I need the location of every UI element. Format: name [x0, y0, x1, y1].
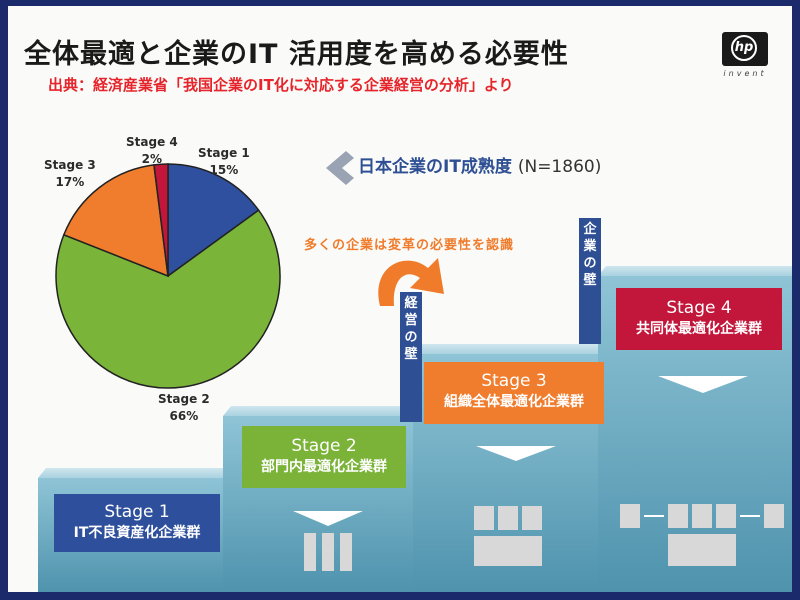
- hp-logo-tagline: invent: [723, 69, 767, 78]
- maturity-sample-size: (N=1860): [517, 157, 602, 177]
- recognition-text: 多くの企業は変革の必要性を認識: [304, 238, 515, 253]
- curved-arrow: [378, 258, 444, 306]
- step-4-arrow: [658, 376, 748, 393]
- pie-label-stage-2-value: 66%: [169, 409, 199, 423]
- stage-3-desc: 組織全体最適化企業群: [444, 394, 584, 410]
- page-title: 全体最適と企業のIT 活用度を高める必要性: [24, 39, 569, 70]
- pie-label-stage-3-value: 17%: [55, 175, 85, 189]
- step-2-top: [223, 406, 423, 416]
- pie-label-stage-2: Stage 2 66%: [158, 391, 210, 425]
- left-chevron-icon: [326, 151, 354, 185]
- step-3-arrow: [476, 446, 556, 461]
- pie-label-stage-1-name: Stage 1: [198, 146, 250, 160]
- stage-1-box: Stage 1 IT不良資産化企業群: [54, 494, 220, 552]
- maturity-title-text: 日本企業のIT成熟度: [358, 157, 512, 177]
- stage-4-box: Stage 4 共同体最適化企業群: [616, 288, 782, 350]
- step-1-top: [38, 468, 238, 478]
- hp-logo: hp: [722, 32, 768, 66]
- pie-slice-4: [153, 163, 169, 277]
- enterprise-wall: 企業の壁: [579, 218, 601, 344]
- stage-3-name: Stage 3: [481, 371, 547, 391]
- pie-label-stage-3-name: Stage 3: [44, 158, 96, 172]
- pie-chart: [55, 163, 281, 389]
- pie-label-stage-3: Stage 3 17%: [44, 157, 96, 191]
- step-3-top: [413, 344, 618, 354]
- pie-label-stage-1-value: 15%: [209, 163, 239, 177]
- pie-label-stage-1: Stage 1 15%: [198, 145, 250, 179]
- slide: 全体最適と企業のIT 活用度を高める必要性 出典：経済産業省「我国企業のIT化に…: [8, 6, 792, 592]
- maturity-title: 日本企業のIT成熟度 (N=1860): [358, 152, 601, 177]
- source-note: 出典：経済産業省「我国企業のIT化に対応する企業経営の分析」より: [48, 76, 514, 94]
- pie-slice-3: [62, 164, 169, 278]
- stage-1-name: Stage 1: [104, 502, 170, 522]
- step-3-blocks: [474, 506, 542, 566]
- stage-2-name: Stage 2: [291, 436, 357, 456]
- pie-slice-1: [167, 163, 260, 278]
- stage-2-desc: 部門内最適化企業群: [261, 459, 387, 475]
- hp-logo-mark: hp: [731, 35, 757, 61]
- step-4-top: [598, 266, 792, 276]
- step-4-blocks: [620, 504, 784, 566]
- stage-4-desc: 共同体最適化企業群: [636, 321, 762, 337]
- pie-slices: [55, 163, 281, 389]
- stage-2-box: Stage 2 部門内最適化企業群: [242, 426, 406, 488]
- step-2-arrow: [293, 511, 363, 526]
- stage-1-desc: IT不良資産化企業群: [73, 525, 201, 541]
- stage-4-name: Stage 4: [666, 298, 732, 318]
- pie-label-stage-4: Stage 4 2%: [126, 134, 178, 168]
- pie-label-stage-2-name: Stage 2: [158, 392, 210, 406]
- stage-3-box: Stage 3 組織全体最適化企業群: [424, 362, 604, 424]
- management-wall: 経営の壁: [400, 292, 422, 422]
- pie-label-stage-4-value: 2%: [141, 152, 163, 166]
- pie-label-stage-4-name: Stage 4: [126, 135, 178, 149]
- step-2-blocks: [304, 533, 352, 571]
